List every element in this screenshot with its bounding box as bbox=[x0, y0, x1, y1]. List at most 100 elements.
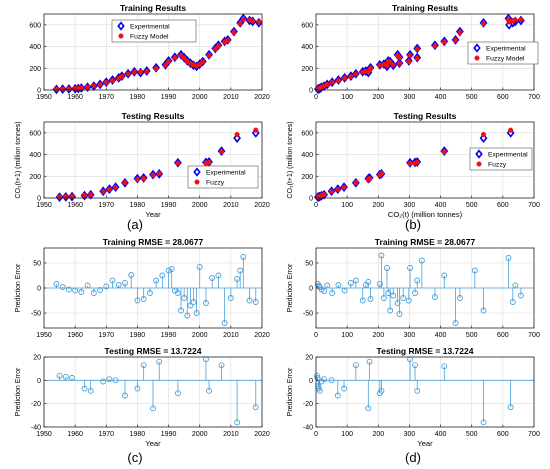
legend-label-fuzzy: Fuzzy Model bbox=[130, 34, 169, 41]
data-point-fuzzy bbox=[452, 37, 459, 43]
error-marker bbox=[359, 297, 366, 304]
data-point-fuzzy bbox=[441, 39, 447, 45]
error-marker bbox=[159, 272, 166, 279]
data-point-fuzzy bbox=[122, 180, 128, 186]
error-marker bbox=[165, 267, 172, 274]
legend-box bbox=[469, 147, 533, 171]
error-marker bbox=[181, 295, 188, 301]
x-tick-label: 1960 bbox=[67, 431, 83, 438]
error-marker bbox=[150, 405, 156, 412]
chart-c2: Testing RMSE = 13.7224 1950 1960 1970 1980 19… bbox=[15, 346, 270, 448]
error-marker bbox=[115, 282, 122, 288]
error-marker bbox=[206, 387, 213, 394]
x-tick-label: 200 bbox=[372, 431, 384, 438]
data-point-experimental bbox=[440, 36, 449, 47]
data-point-fuzzy bbox=[215, 43, 221, 49]
error-marker bbox=[252, 404, 259, 411]
error-marker bbox=[227, 295, 234, 301]
data-point-fuzzy bbox=[480, 131, 487, 138]
error-marker bbox=[507, 404, 514, 411]
data-point-fuzzy bbox=[85, 84, 91, 90]
error-marker bbox=[146, 290, 153, 296]
x-tick-label: 2020 bbox=[254, 94, 270, 101]
x-tick-label: 400 bbox=[435, 94, 447, 101]
data-point-fuzzy bbox=[66, 86, 72, 92]
error-marker bbox=[334, 392, 341, 399]
data-point-fuzzy bbox=[457, 29, 463, 36]
y-tick-label: 20 bbox=[33, 355, 41, 362]
data-point-fuzzy bbox=[53, 86, 60, 92]
data-point-fuzzy bbox=[119, 73, 125, 80]
data-point-fuzzy bbox=[321, 191, 327, 198]
x-tick-label: 600 bbox=[497, 431, 509, 438]
data-point-fuzzy bbox=[353, 71, 359, 77]
x-tick-label: 100 bbox=[341, 202, 353, 209]
data-point-fuzzy bbox=[97, 82, 103, 88]
data-point-fuzzy bbox=[166, 59, 172, 65]
data-point-experimental bbox=[139, 173, 148, 183]
error-marker bbox=[122, 280, 128, 286]
error-marker bbox=[140, 362, 147, 369]
data-point-fuzzy bbox=[181, 55, 187, 61]
data-point-experimental bbox=[413, 43, 422, 54]
data-point-fuzzy bbox=[78, 85, 84, 91]
error-marker bbox=[347, 280, 354, 286]
data-point-fuzzy bbox=[414, 55, 420, 61]
data-point-fuzzy bbox=[156, 171, 162, 177]
error-marker bbox=[100, 378, 107, 385]
data-point-fuzzy bbox=[109, 77, 116, 83]
y-tick-label: 0 bbox=[309, 88, 313, 95]
x-tick-label: 2010 bbox=[223, 202, 239, 209]
error-marker bbox=[378, 387, 385, 394]
error-marker bbox=[400, 295, 407, 301]
x-tick-label: 1990 bbox=[161, 94, 177, 101]
data-point-fuzzy bbox=[206, 52, 212, 59]
data-point-fuzzy bbox=[162, 62, 169, 68]
error-marker bbox=[441, 272, 448, 279]
data-point-fuzzy bbox=[172, 55, 178, 61]
error-marker bbox=[59, 284, 66, 290]
x-tick-label: 200 bbox=[372, 94, 384, 101]
data-point-fuzzy bbox=[60, 86, 66, 92]
error-marker bbox=[65, 286, 72, 293]
y-tick-label: 600 bbox=[301, 130, 313, 137]
y-tick-label: 200 bbox=[301, 174, 313, 181]
y-tick-label: 400 bbox=[301, 152, 313, 159]
legend-marker-fuzzy bbox=[118, 33, 124, 39]
x-tick-label: 500 bbox=[466, 431, 478, 438]
data-point-fuzzy bbox=[378, 171, 384, 177]
data-point-fuzzy bbox=[329, 79, 335, 85]
plot-frame bbox=[43, 13, 263, 91]
error-marker bbox=[193, 310, 200, 316]
data-point-fuzzy bbox=[414, 159, 420, 165]
error-marker bbox=[509, 299, 516, 305]
y-tick-label: 0 bbox=[37, 286, 41, 293]
data-point-experimental bbox=[214, 40, 223, 51]
data-point-experimental bbox=[440, 146, 449, 156]
plot-frame bbox=[315, 356, 535, 428]
data-point-fuzzy bbox=[237, 21, 243, 27]
x-tick-label: 1950 bbox=[36, 332, 52, 339]
data-point-fuzzy bbox=[57, 194, 63, 200]
data-point-fuzzy bbox=[324, 82, 330, 88]
x-tick-label: 0 bbox=[314, 332, 318, 339]
x-tick-label: 400 bbox=[435, 332, 447, 339]
error-marker bbox=[505, 255, 512, 261]
error-marker bbox=[234, 276, 241, 282]
error-marker bbox=[218, 362, 225, 369]
data-point-fuzzy bbox=[341, 184, 347, 190]
data-point-fuzzy bbox=[508, 127, 514, 133]
x-tick-label: 2000 bbox=[192, 202, 208, 209]
error-marker bbox=[234, 419, 241, 426]
data-point-fuzzy bbox=[234, 131, 240, 138]
data-point-fuzzy bbox=[348, 73, 354, 80]
x-tick-label: 200 bbox=[372, 202, 384, 209]
error-marker bbox=[56, 372, 63, 379]
error-marker bbox=[335, 282, 342, 288]
error-marker bbox=[87, 387, 94, 394]
plot-frame bbox=[315, 121, 535, 199]
